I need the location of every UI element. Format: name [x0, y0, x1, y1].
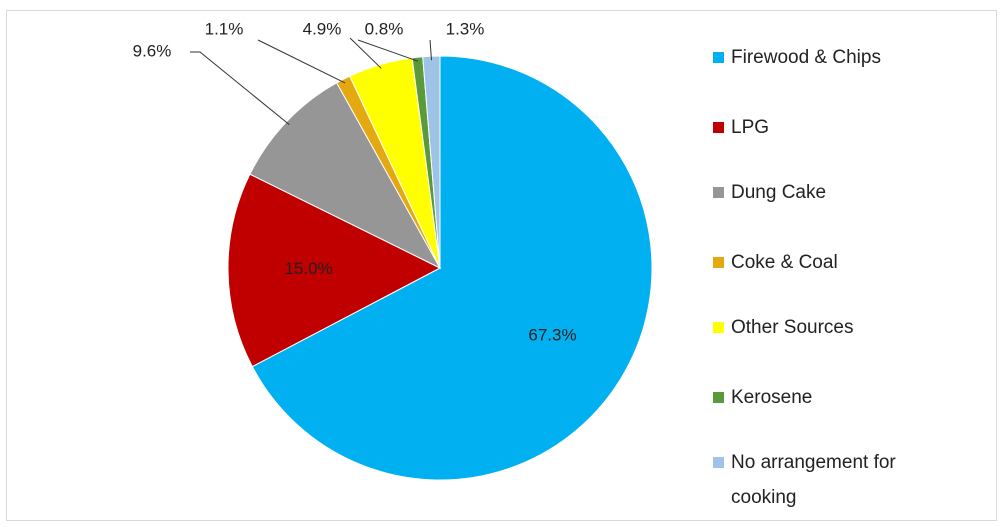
data-label: 1.3% [446, 19, 485, 38]
data-label: 0.8% [365, 19, 404, 38]
legend-swatch [713, 257, 724, 268]
data-label: 15.0% [284, 259, 332, 278]
pie-slice [251, 55, 653, 481]
legend-label: Firewood & Chips [731, 47, 881, 68]
legend-label: LPG [731, 117, 770, 138]
leader-line [190, 51, 290, 126]
legend-swatch [713, 187, 724, 198]
leader-line [349, 37, 382, 69]
legend-label: Dung Cake [731, 182, 827, 203]
legend-item: Firewood & Chips [713, 40, 983, 75]
legend-item: Other Sources [713, 310, 983, 345]
legend-item: LPG [713, 110, 983, 145]
legend-item: Coke & Coal [713, 245, 983, 280]
data-label: 1.1% [205, 19, 244, 38]
legend-label: Other Sources [731, 317, 854, 338]
legend-swatch [713, 52, 724, 63]
leader-line [257, 39, 346, 84]
data-label: 9.6% [133, 41, 172, 60]
legend-swatch [713, 122, 724, 133]
legend-swatch [713, 392, 724, 403]
data-label: 67.3% [528, 325, 576, 344]
legend-item: No arrangement for cooking [713, 445, 983, 515]
legend-item: Kerosene [713, 380, 983, 415]
legend-swatch [713, 457, 724, 468]
legend-label: No arrangement for cooking [731, 452, 896, 508]
legend-label: Kerosene [731, 387, 813, 408]
pie-slice [227, 173, 442, 368]
legend-swatch [713, 322, 724, 333]
data-label: 4.9% [303, 19, 342, 38]
leader-line [357, 39, 418, 62]
leader-line [429, 39, 433, 61]
legend-item: Dung Cake [713, 175, 983, 210]
legend-label: Coke & Coal [731, 252, 838, 273]
